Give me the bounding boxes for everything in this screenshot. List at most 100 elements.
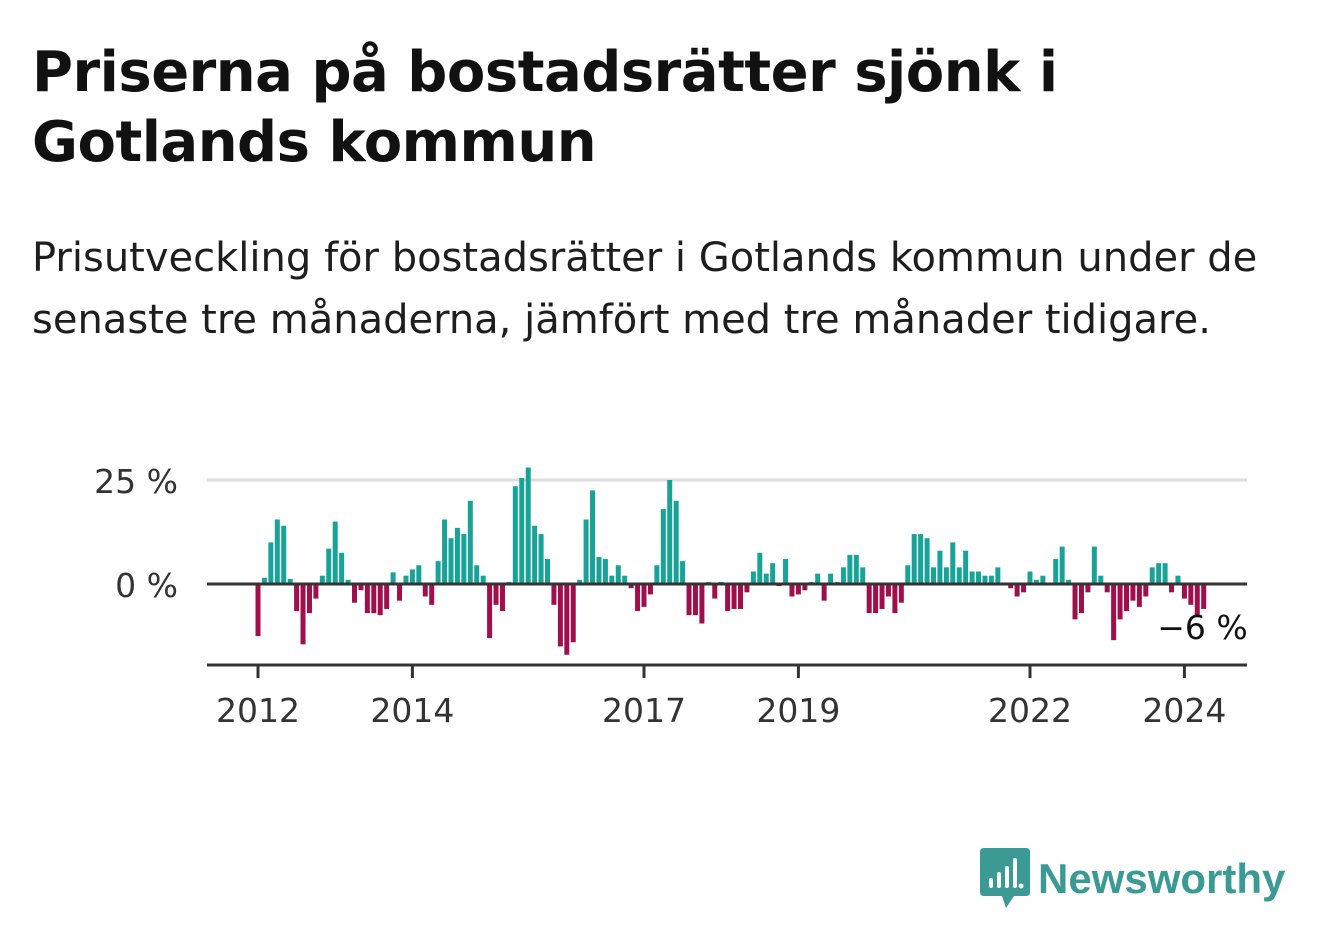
- bar: [429, 584, 435, 605]
- bar: [1130, 584, 1136, 601]
- bar: [757, 552, 763, 584]
- bar: [866, 584, 872, 614]
- bar: [969, 571, 975, 584]
- bar: [274, 519, 280, 584]
- bar: [1143, 584, 1149, 597]
- bar: [892, 584, 898, 614]
- bar: [345, 579, 351, 584]
- bar: [551, 584, 557, 605]
- bar: [853, 554, 859, 584]
- bar: [995, 567, 1001, 584]
- bar: [499, 584, 505, 612]
- bar: [493, 584, 499, 605]
- bar: [480, 575, 486, 584]
- bar: [1136, 584, 1142, 607]
- bar: [538, 534, 544, 584]
- bar: [570, 584, 576, 643]
- bar: [545, 559, 550, 584]
- bar: [731, 584, 737, 609]
- bar: [988, 575, 994, 584]
- bar: [673, 500, 679, 584]
- bar: [815, 573, 821, 584]
- bar: [1156, 563, 1162, 584]
- bar: [487, 584, 493, 639]
- bar: [840, 567, 846, 584]
- bar: [795, 584, 801, 595]
- bar: [635, 584, 641, 612]
- bar: [1169, 584, 1175, 593]
- bar: [1181, 584, 1187, 599]
- bar: [1072, 584, 1078, 620]
- chart-title: Priserna på bostadsrätter sjönk i Gotlan…: [32, 40, 1058, 175]
- bar: [442, 519, 448, 584]
- bar: [976, 571, 982, 584]
- bar: [577, 579, 583, 584]
- bar: [313, 584, 319, 599]
- bar: [583, 519, 589, 584]
- bar: [1162, 563, 1168, 584]
- bar: [416, 565, 422, 584]
- bar: [879, 584, 885, 609]
- bar: [1033, 579, 1039, 584]
- x-tick-label: 2022: [988, 691, 1072, 730]
- bar: [1040, 575, 1046, 584]
- bar: [783, 559, 789, 584]
- bar: [474, 565, 480, 584]
- bar: [692, 584, 698, 616]
- bar: [641, 584, 647, 607]
- bar: [821, 584, 827, 601]
- bar: [699, 584, 705, 624]
- bar: [339, 552, 345, 584]
- bar: [467, 500, 473, 584]
- x-tick-label: 2012: [216, 691, 300, 730]
- bar: [744, 584, 750, 593]
- chart-subtitle: Prisutveckling för bostadsrätter i Gotla…: [32, 235, 1258, 343]
- bar: [956, 567, 962, 584]
- bar: [615, 565, 621, 584]
- bar: [525, 467, 531, 584]
- bar: [281, 525, 287, 584]
- bar: [924, 538, 930, 584]
- bar: [1098, 575, 1104, 584]
- bar: [647, 584, 653, 595]
- bar: [789, 584, 795, 597]
- bar: [557, 584, 563, 647]
- bar: [667, 480, 673, 584]
- bar: [448, 538, 454, 584]
- bar: [261, 577, 267, 584]
- y-tick-label: 0 %: [115, 566, 178, 605]
- x-tick-label: 2019: [756, 691, 840, 730]
- bar: [1091, 546, 1097, 584]
- bar: [1078, 584, 1084, 614]
- bar: [937, 550, 943, 584]
- bar: [1104, 584, 1110, 593]
- bar-chart: 0 % 25 % 2012 2014 2017 2019 2022 2024 −6 %: [94, 462, 1248, 730]
- bar: [950, 542, 956, 584]
- bar: [371, 584, 377, 614]
- bar: [1201, 584, 1207, 609]
- bar: [860, 567, 866, 584]
- bar: [898, 584, 904, 603]
- bar: [294, 584, 300, 612]
- bar: [680, 561, 686, 584]
- bar: [300, 584, 306, 645]
- bar: [847, 554, 853, 584]
- bar: [622, 575, 628, 584]
- brand-name: Newsworthy: [1038, 855, 1286, 902]
- bar: [590, 490, 596, 584]
- bar: [609, 575, 615, 584]
- newsworthy-logo: Newsworthy: [980, 848, 1285, 910]
- bar: [1021, 584, 1027, 593]
- bar: [1149, 567, 1155, 584]
- x-tick-label: 2017: [602, 691, 686, 730]
- bar: [1194, 584, 1200, 616]
- bar: [802, 584, 808, 591]
- bar: [358, 584, 364, 591]
- bar: [1175, 575, 1181, 584]
- bar: [435, 561, 441, 584]
- bar: [911, 534, 917, 584]
- y-tick-label: 25 %: [94, 462, 178, 501]
- bar: [1188, 584, 1194, 605]
- bar: [686, 584, 692, 616]
- bar: [918, 534, 924, 584]
